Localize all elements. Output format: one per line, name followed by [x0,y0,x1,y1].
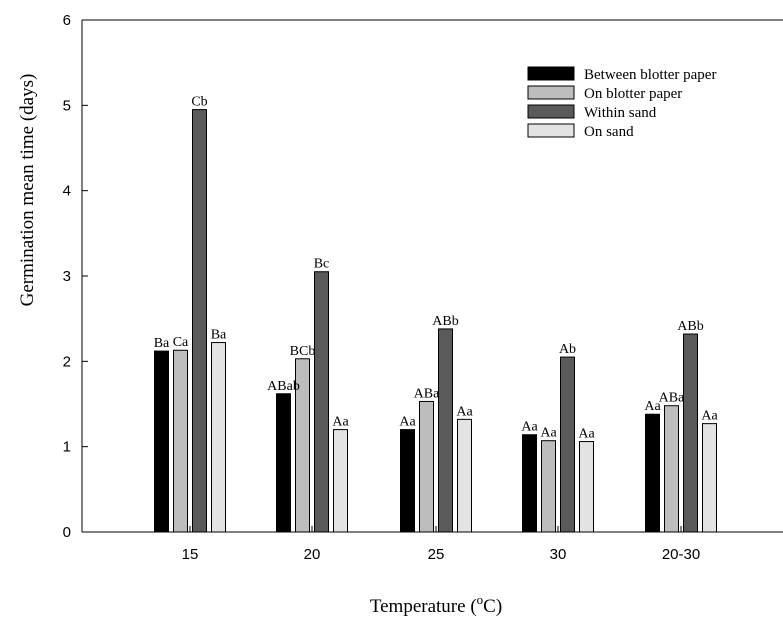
y-tick-label: 5 [63,97,71,114]
bar-data-label: ABb [677,319,703,334]
x-tick-label: 20-30 [662,546,700,563]
y-tick-label: 0 [63,524,71,541]
bar [314,271,329,533]
y-tick-label: 1 [63,439,71,456]
bar-data-label: BCb [290,344,316,359]
bar [541,440,556,533]
y-tick-label: 6 [63,12,71,29]
bar [295,358,310,533]
y-axis: 0 1 2 3 4 5 6 [63,12,88,541]
bar-data-label: Aa [540,426,557,441]
bar-data-label: ABab [267,379,300,394]
legend-swatch [527,85,575,100]
bar-data-label: Ba [211,328,227,343]
y-axis-title: Germination mean time (days) [17,74,38,307]
bar [683,333,698,533]
x-tick-label: 25 [428,546,445,563]
bar [645,413,660,533]
bar [173,349,188,533]
bar [276,393,291,533]
y-tick-label: 2 [63,353,71,370]
bar [560,356,575,533]
legend-swatch [527,123,575,138]
x-axis-title-unit: C) [483,596,502,617]
legend-label: On blotter paper [584,86,682,102]
bar-data-label: Aa [332,415,349,430]
x-tick-label: 30 [550,546,567,563]
x-tick-label: 20 [304,546,321,563]
x-axis-title-superscript: o [477,592,484,607]
bar [192,109,207,533]
bar-data-label: Aa [644,399,661,414]
bar [211,342,226,533]
bar-data-label: Ab [559,342,576,357]
bar-data-label: ABb [432,314,458,329]
y-tick-label: 4 [63,183,71,200]
legend: Between blotter paper On blotter paper Wit… [527,66,716,140]
bar [333,429,348,533]
legend-label: Within sand [584,105,657,121]
bar [702,423,717,533]
x-axis-title-main: Temperature ( [370,596,477,617]
bar-data-label: Bc [314,257,330,272]
bar-data-label: Cb [191,95,207,110]
bar-data-label: Aa [701,409,718,424]
bar-data-label: ABa [659,391,685,406]
legend-label: On sand [584,124,634,140]
y-tick-label: 3 [63,268,71,285]
bar [522,434,537,533]
x-axis-title: Temperature (oC) [370,592,502,617]
bar [579,441,594,533]
bar-data-label: Aa [399,415,416,430]
legend-swatch [527,66,575,81]
bar-data-label: Aa [578,427,595,442]
x-axis: 15 20 25 30 20-30 [182,526,700,563]
bar [154,350,169,533]
bar [664,405,679,533]
bar [419,400,434,533]
bars [154,109,717,533]
legend-label: Between blotter paper [584,67,716,83]
x-tick-label: 15 [182,546,199,563]
bar-data-label: ABa [414,386,440,401]
bar [438,328,453,533]
bar [457,418,472,533]
bar [400,429,415,533]
bar-data-label: Ca [173,335,189,350]
legend-swatch [527,104,575,119]
bar-data-label: Ba [154,336,170,351]
bar-data-label: Aa [456,404,473,419]
bar-data-label: Aa [521,420,538,435]
